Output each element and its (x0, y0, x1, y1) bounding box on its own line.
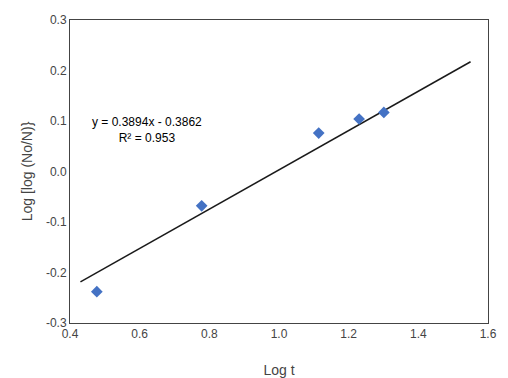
svg-text:0.0: 0.0 (50, 165, 67, 179)
svg-text:0.4: 0.4 (62, 327, 79, 341)
svg-text:0.6: 0.6 (131, 327, 148, 341)
svg-text:-0.3: -0.3 (46, 316, 67, 330)
svg-text:-0.2: -0.2 (46, 266, 67, 280)
svg-text:0.1: 0.1 (50, 114, 67, 128)
svg-text:0.8: 0.8 (201, 327, 218, 341)
svg-text:1.4: 1.4 (410, 327, 427, 341)
svg-text:1.0: 1.0 (271, 327, 288, 341)
svg-text:1.2: 1.2 (340, 327, 357, 341)
svg-text:-0.1: -0.1 (46, 215, 67, 229)
svg-text:y = 0.3894x - 0.3862R² = 0.953: y = 0.3894x - 0.3862R² = 0.953 (92, 115, 202, 145)
svg-text:0.3: 0.3 (50, 13, 67, 27)
svg-text:0.2: 0.2 (50, 64, 67, 78)
svg-text:Log [log (No/N)}: Log [log (No/N)} (19, 121, 35, 221)
svg-text:Log t: Log t (263, 362, 294, 378)
svg-text:1.6: 1.6 (480, 327, 497, 341)
